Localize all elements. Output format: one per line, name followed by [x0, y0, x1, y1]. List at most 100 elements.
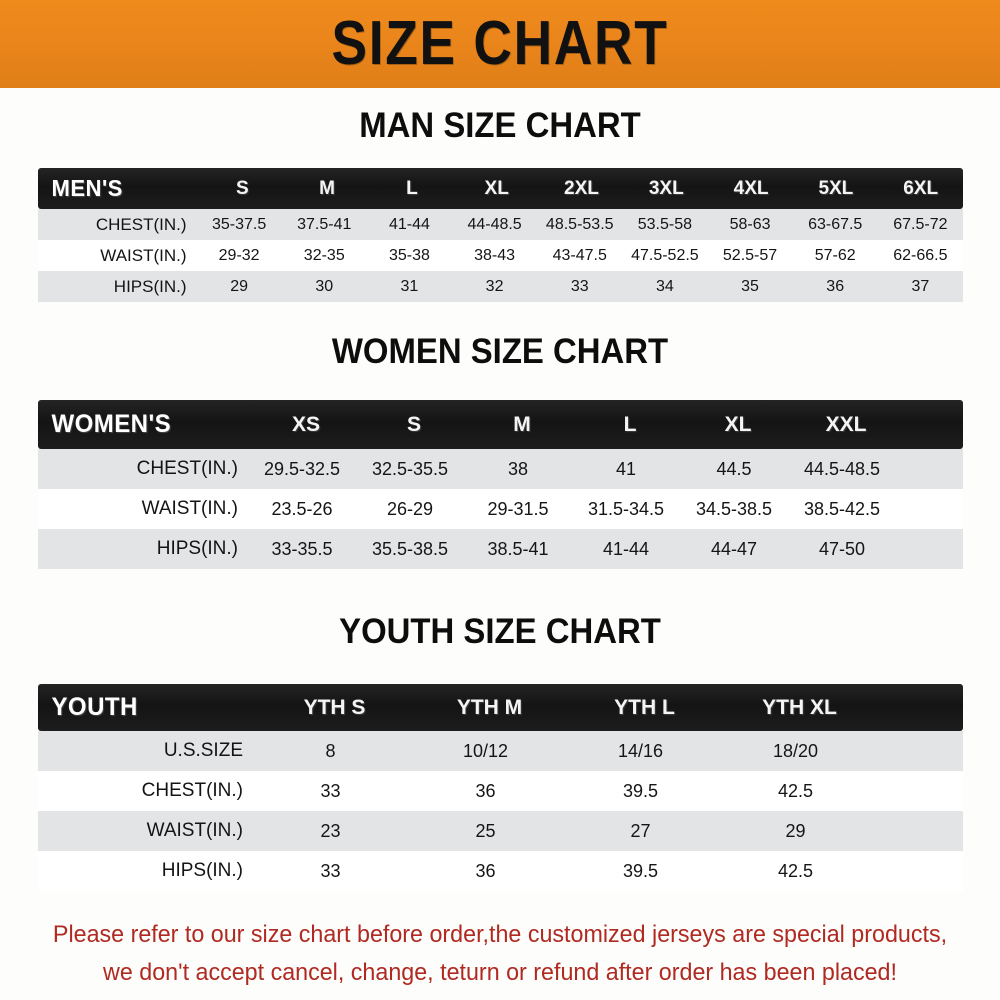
cell-man-0-6: 58-63 — [729, 215, 771, 233]
cell-youth-3-1: 36 — [475, 860, 496, 881]
footer-note-line-1: Please refer to our size chart before or… — [52, 921, 948, 948]
table-row: WAIST(IN.) 23.5-26 26-29 29-31.5 31.5-34.5 34… — [38, 489, 963, 529]
column-header-youth-3: YTH XL — [762, 695, 837, 719]
cell-women-0-5: 44.5-48.5 — [803, 458, 881, 479]
cell-women-1-4: 34.5-38.5 — [695, 498, 773, 519]
cell-man-0-7: 63-67.5 — [808, 215, 863, 233]
column-header-man-4: 2XL — [564, 177, 599, 199]
cell-man-2-0: 29 — [230, 277, 248, 295]
cell-youth-2-1: 25 — [475, 820, 496, 841]
column-header-women-5: XXL — [825, 412, 867, 436]
cell-youth-2-2: 27 — [630, 820, 651, 841]
column-header-man-7: 5XL — [818, 177, 854, 199]
row-label-women-1: WAIST(IN.) — [141, 498, 238, 519]
cell-man-0-1: 37.5-41 — [297, 215, 352, 233]
cell-women-2-3: 41-44 — [602, 538, 650, 559]
row-label-man-0: CHEST(IN.) — [95, 214, 187, 234]
column-header-women-3: L — [623, 412, 637, 436]
column-header-man-5: 3XL — [648, 177, 684, 199]
cell-man-0-2: 41-44 — [388, 215, 430, 233]
cell-youth-0-3: 18/20 — [772, 740, 819, 761]
cell-women-0-3: 41 — [615, 458, 637, 479]
cell-women-2-0: 33-35.5 — [271, 538, 333, 559]
youth-table-header-row: YOUTH YTH S YTH M YTH L YTH XL — [38, 684, 963, 731]
cell-youth-3-0: 33 — [320, 860, 341, 881]
column-header-man-6: 4XL — [733, 177, 769, 199]
cell-youth-2-3: 29 — [785, 820, 806, 841]
row-label-man-1: WAIST(IN.) — [100, 245, 187, 265]
cell-man-0-8: 67.5-72 — [893, 215, 948, 233]
column-header-women-1: S — [406, 412, 421, 436]
section-title-women: WOMEN SIZE CHART — [331, 332, 669, 371]
cell-youth-1-2: 39.5 — [622, 780, 659, 801]
cell-man-1-3: 38-43 — [474, 246, 516, 264]
column-header-youth-2: YTH L — [614, 695, 675, 719]
cell-women-0-0: 29.5-32.5 — [263, 458, 341, 479]
table-row: WAIST(IN.) 23 25 27 29 — [38, 811, 963, 851]
table-row: U.S.SIZE 8 10/12 14/16 18/20 — [38, 731, 963, 771]
cell-man-2-4: 33 — [570, 277, 589, 295]
page-banner: SIZE CHART — [0, 0, 1000, 88]
table-row: HIPS(IN.) 33 36 39.5 42.5 — [38, 851, 963, 891]
cell-man-2-7: 36 — [826, 277, 845, 295]
youth-size-table: YOUTH YTH S YTH M YTH L YTH XL U.S.SIZE 8 10/12… — [38, 684, 963, 891]
cell-youth-2-0: 23 — [320, 820, 341, 841]
cell-youth-1-3: 42.5 — [777, 780, 814, 801]
column-header-man-2: L — [406, 177, 418, 199]
row-label-women-2: HIPS(IN.) — [156, 538, 238, 559]
cell-women-2-4: 44-47 — [710, 538, 758, 559]
column-header-women-4: XL — [724, 412, 752, 436]
row-label-women-0: CHEST(IN.) — [136, 458, 238, 479]
section-title-man: MAN SIZE CHART — [359, 106, 641, 145]
cell-man-1-1: 32-35 — [303, 246, 345, 264]
table-row: CHEST(IN.) 29.5-32.5 32.5-35.5 38 41 44.5 44.5… — [38, 449, 963, 489]
cell-women-1-1: 26-29 — [386, 498, 434, 519]
column-header-man-0: S — [235, 177, 249, 199]
man-table-header-label: MEN'S — [51, 175, 123, 201]
cell-youth-0-1: 10/12 — [462, 740, 509, 761]
cell-women-1-0: 23.5-26 — [271, 498, 333, 519]
column-header-man-3: XL — [484, 177, 509, 199]
cell-women-2-5: 47-50 — [818, 538, 866, 559]
row-label-youth-1: CHEST(IN.) — [141, 780, 243, 801]
cell-women-1-5: 38.5-42.5 — [803, 498, 881, 519]
men-size-table: MEN'S S M L XL 2XL 3XL 4XL 5XL 6XL CHEST(IN.) 35-37… — [38, 168, 963, 302]
cell-women-0-2: 38 — [507, 458, 529, 479]
row-label-youth-3: HIPS(IN.) — [161, 860, 243, 881]
cell-women-1-2: 29-31.5 — [487, 498, 549, 519]
cell-youth-0-2: 14/16 — [617, 740, 664, 761]
row-label-youth-2: WAIST(IN.) — [146, 820, 243, 841]
cell-women-2-1: 35.5-38.5 — [371, 538, 449, 559]
cell-man-1-8: 62-66.5 — [893, 246, 948, 264]
cell-man-0-0: 35-37.5 — [211, 215, 267, 233]
row-label-youth-0: U.S.SIZE — [163, 740, 243, 761]
cell-man-0-5: 53.5-58 — [637, 215, 693, 233]
women-size-table: WOMEN'S XS S M L XL XXL CHEST(IN.) 29.5-32.5 32.5… — [38, 400, 963, 569]
table-row: WAIST(IN.) 29-32 32-35 35-38 38-43 43-47.5 47.… — [38, 240, 963, 271]
table-row: CHEST(IN.) 33 36 39.5 42.5 — [38, 771, 963, 811]
cell-man-1-4: 43-47.5 — [552, 246, 607, 264]
cell-man-1-6: 52.5-57 — [722, 246, 778, 264]
column-header-man-1: M — [319, 177, 335, 199]
column-header-women-0: XS — [291, 412, 320, 436]
man-table-header-row: MEN'S S M L XL 2XL 3XL 4XL 5XL 6XL — [38, 168, 963, 209]
row-label-man-2: HIPS(IN.) — [113, 276, 187, 296]
column-header-women-2: M — [513, 412, 531, 436]
cell-man-1-2: 35-38 — [388, 246, 430, 264]
women-table-header-label: WOMEN'S — [51, 410, 172, 438]
column-header-youth-0: YTH S — [303, 695, 366, 719]
cell-man-2-8: 37 — [911, 277, 930, 295]
cell-man-1-0: 29-32 — [218, 246, 260, 264]
column-header-youth-1: YTH M — [456, 695, 523, 719]
cell-man-1-5: 47.5-52.5 — [631, 246, 699, 264]
cell-man-1-7: 57-62 — [814, 246, 856, 264]
section-title-youth: YOUTH SIZE CHART — [339, 612, 661, 651]
cell-women-0-4: 44.5 — [716, 458, 752, 479]
cell-man-2-2: 31 — [400, 277, 419, 295]
page-title: SIZE CHART — [331, 9, 669, 78]
cell-youth-1-0: 33 — [320, 780, 341, 801]
cell-man-0-3: 44-48.5 — [467, 215, 522, 233]
cell-man-2-1: 30 — [315, 277, 334, 295]
cell-women-1-3: 31.5-34.5 — [587, 498, 665, 519]
table-row: HIPS(IN.) 33-35.5 35.5-38.5 38.5-41 41-44 44-… — [38, 529, 963, 569]
